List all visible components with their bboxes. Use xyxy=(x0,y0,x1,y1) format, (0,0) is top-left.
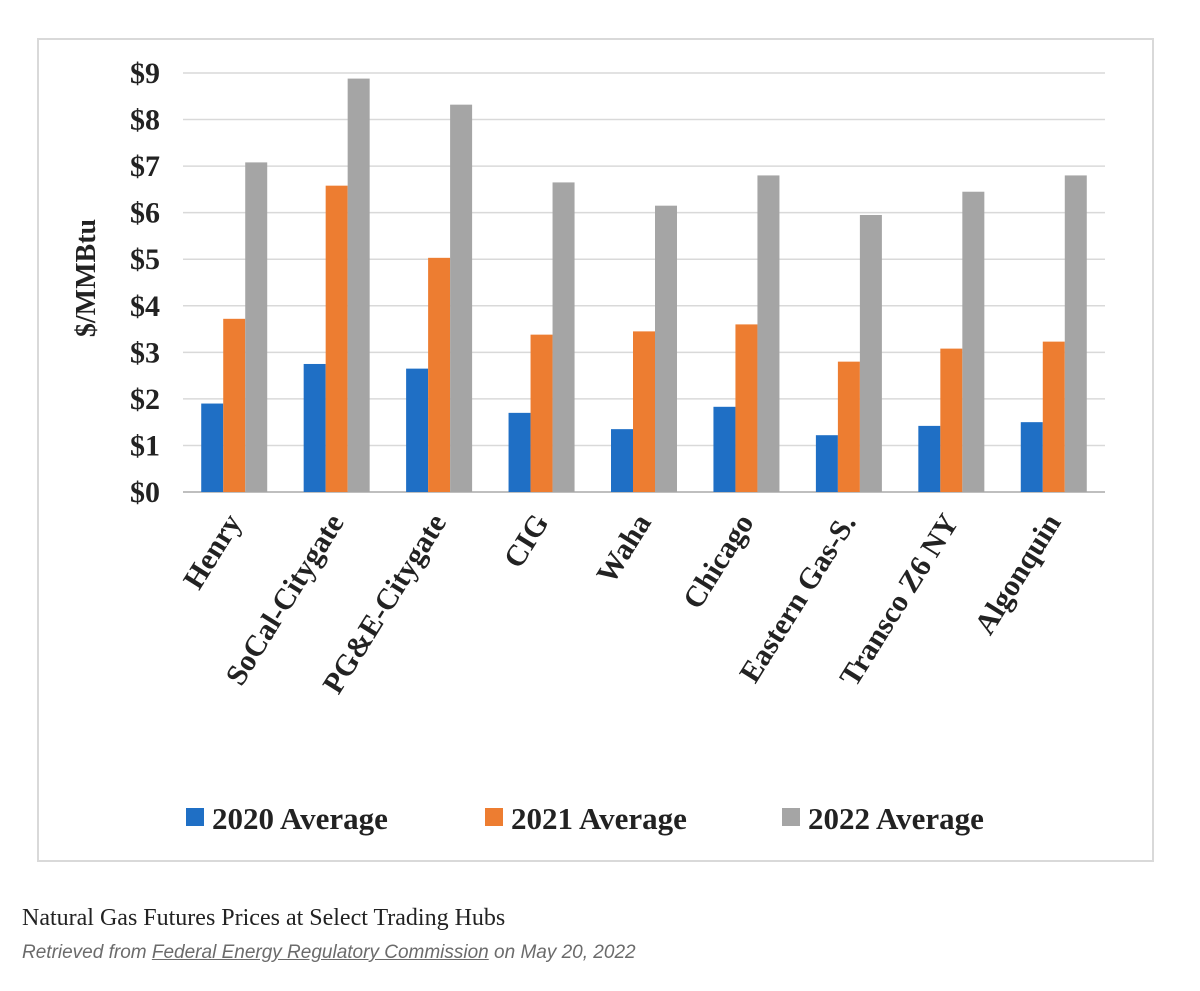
bar-2021-3 xyxy=(428,257,451,492)
y-tick-label: $4 xyxy=(130,290,160,323)
bar-2021-4 xyxy=(530,334,553,492)
bars xyxy=(201,78,1087,493)
source-link[interactable]: Federal Energy Regulatory Commission xyxy=(151,942,489,963)
bar-2022-4 xyxy=(552,182,575,492)
legend-label: 2022 Average xyxy=(808,801,984,836)
bar-2022-1 xyxy=(245,162,268,493)
y-tick-label: $6 xyxy=(130,197,160,230)
y-tick-label: $7 xyxy=(130,150,160,183)
bar-2022-2 xyxy=(347,78,370,492)
bar-2020-7 xyxy=(815,435,838,492)
y-tick-label: $0 xyxy=(130,476,160,509)
legend: 2020 Average 2021 Average 2022 Average xyxy=(186,801,984,836)
x-tick-label: CIG xyxy=(497,508,555,574)
bar-2021-6 xyxy=(735,324,758,492)
bar-2022-5 xyxy=(655,205,677,492)
legend-swatch xyxy=(782,808,800,826)
y-axis-label: $/MMBtu xyxy=(71,219,102,337)
bar-2021-9 xyxy=(1042,341,1065,492)
legend-swatch xyxy=(485,808,503,826)
y-tick-label: $1 xyxy=(130,429,160,462)
bar-2020-3 xyxy=(406,368,429,492)
bar-2022-3 xyxy=(450,104,473,492)
bar-2020-1 xyxy=(201,403,224,492)
legend-label: 2020 Average xyxy=(212,801,388,836)
bar-2021-7 xyxy=(837,361,860,492)
bar-2020-8 xyxy=(918,425,941,492)
x-tick-label: Algonquin xyxy=(968,508,1068,640)
y-tick-label: $2 xyxy=(130,383,160,416)
figure-caption: Natural Gas Futures Prices at Select Tra… xyxy=(22,905,506,931)
y-axis-ticks: $0 $1 $2 $3 $4 $5 $6 $7 $8 $9 xyxy=(130,57,160,509)
bar-2022-6 xyxy=(757,175,780,492)
bar-2020-2 xyxy=(303,363,326,492)
bar-2022-7 xyxy=(859,214,882,492)
bar-2021-8 xyxy=(940,348,963,492)
figure-source: Retrieved from Federal Energy Regulatory… xyxy=(22,942,636,964)
legend-swatch xyxy=(186,808,204,826)
bar-2020-5 xyxy=(611,429,633,492)
legend-label: 2021 Average xyxy=(511,801,687,836)
y-tick-label: $3 xyxy=(130,336,160,369)
bar-2020-6 xyxy=(713,406,736,492)
x-tick-label: Chicago xyxy=(677,508,761,615)
source-suffix: on May 20, 2022 xyxy=(488,942,636,963)
x-tick-label: Henry xyxy=(177,508,248,595)
bar-2021-1 xyxy=(223,318,246,492)
y-tick-label: $9 xyxy=(130,57,160,90)
source-prefix: Retrieved from xyxy=(22,942,152,963)
bar-2021-5 xyxy=(633,331,655,492)
bar-2020-4 xyxy=(508,412,531,492)
bar-2022-8 xyxy=(962,191,985,492)
y-tick-label: $8 xyxy=(130,104,160,137)
y-tick-label: $5 xyxy=(130,243,160,276)
bar-chart: $0$1$2$3$4$5$6$7$8$9 $/MMBtu HenrySoCal-… xyxy=(71,57,1105,836)
bar-2020-9 xyxy=(1020,422,1043,492)
bar-2022-9 xyxy=(1064,175,1087,492)
bar-2021-2 xyxy=(325,185,348,493)
x-tick-label: Waha xyxy=(590,508,658,589)
